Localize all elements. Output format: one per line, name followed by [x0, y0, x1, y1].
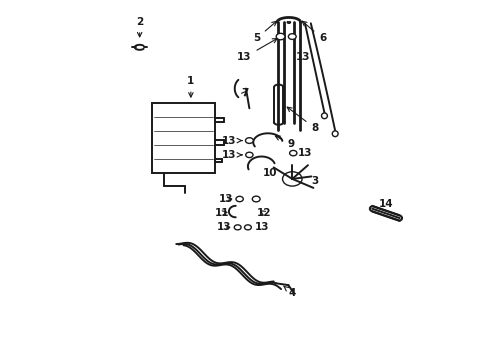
Text: 13: 13: [216, 222, 231, 232]
Ellipse shape: [245, 152, 252, 158]
Ellipse shape: [331, 131, 337, 136]
Text: 13: 13: [254, 222, 269, 232]
Text: 3: 3: [311, 176, 318, 186]
Text: 13: 13: [218, 194, 233, 204]
Text: 4: 4: [283, 286, 295, 298]
Text: 13: 13: [298, 148, 312, 158]
Text: 13: 13: [221, 136, 242, 145]
Ellipse shape: [236, 196, 243, 202]
Text: 14: 14: [378, 199, 392, 210]
Ellipse shape: [245, 138, 253, 143]
Bar: [152, 103, 215, 173]
Text: 10: 10: [263, 168, 277, 178]
Text: 13: 13: [237, 39, 277, 62]
Ellipse shape: [289, 150, 296, 156]
Text: 9: 9: [275, 136, 294, 149]
Ellipse shape: [244, 225, 251, 230]
Ellipse shape: [234, 225, 241, 230]
Ellipse shape: [252, 196, 260, 202]
Text: 1: 1: [187, 76, 194, 97]
Ellipse shape: [288, 34, 296, 40]
Text: 5: 5: [253, 21, 276, 43]
Text: 6: 6: [302, 21, 325, 43]
Text: 8: 8: [286, 107, 318, 133]
Text: 11: 11: [215, 208, 229, 218]
Text: 12: 12: [256, 208, 271, 218]
Ellipse shape: [321, 113, 327, 119]
Text: 13: 13: [295, 52, 309, 62]
Text: 7: 7: [240, 88, 248, 98]
Text: 13: 13: [221, 150, 242, 160]
Text: 2: 2: [136, 17, 143, 37]
Ellipse shape: [276, 33, 285, 40]
